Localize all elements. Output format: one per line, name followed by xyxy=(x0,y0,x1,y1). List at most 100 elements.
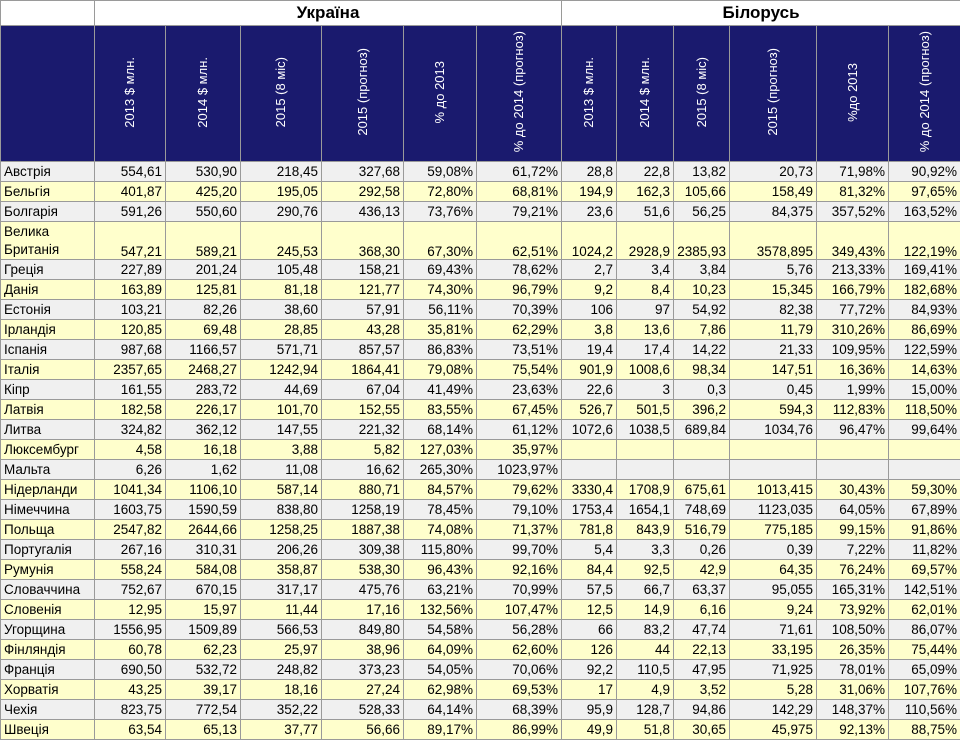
table-cell: 35,97% xyxy=(477,440,562,460)
table-cell: 0,26 xyxy=(674,540,730,560)
table-cell: 62,01% xyxy=(889,600,960,620)
column-header: % до 2014 (прогноз) xyxy=(889,26,960,162)
table-cell: 3,3 xyxy=(617,540,674,560)
table-cell: 748,69 xyxy=(674,500,730,520)
column-header: 2015 (8 міс) xyxy=(674,26,730,162)
table-cell: 880,71 xyxy=(322,480,404,500)
table-cell: 128,7 xyxy=(617,700,674,720)
country-name: Австрія xyxy=(1,162,95,182)
table-cell: 901,9 xyxy=(562,360,617,380)
table-cell: 103,21 xyxy=(95,300,166,320)
table-cell: 290,76 xyxy=(241,202,322,222)
table-cell: 78,45% xyxy=(404,500,477,520)
table-cell: 31,06% xyxy=(817,680,889,700)
table-cell: 79,62% xyxy=(477,480,562,500)
table-cell: 1023,97% xyxy=(477,460,562,480)
country-name: Фінляндія xyxy=(1,640,95,660)
country-name: Португалія xyxy=(1,540,95,560)
column-header-label: 2014 $ млн. xyxy=(195,57,211,128)
table-cell: 594,3 xyxy=(730,400,817,420)
table-cell: 79,10% xyxy=(477,500,562,520)
column-header: 2015 (8 міс) xyxy=(241,26,322,162)
table-cell: 18,16 xyxy=(241,680,322,700)
table-cell: 265,30% xyxy=(404,460,477,480)
table-cell: 61,12% xyxy=(477,420,562,440)
table-cell: 126 xyxy=(562,640,617,660)
table-cell: 162,3 xyxy=(617,182,674,202)
table-cell: 550,60 xyxy=(166,202,241,222)
table-cell: 0,3 xyxy=(674,380,730,400)
table-cell: 64,35 xyxy=(730,560,817,580)
table-cell: 67,89% xyxy=(889,500,960,520)
country-name: Литва xyxy=(1,420,95,440)
table-cell: 39,17 xyxy=(166,680,241,700)
table-cell: 16,36% xyxy=(817,360,889,380)
table-cell: 66 xyxy=(562,620,617,640)
table-cell: 218,45 xyxy=(241,162,322,182)
table-cell: 843,9 xyxy=(617,520,674,540)
table-cell: 142,29 xyxy=(730,700,817,720)
table-cell: 41,49% xyxy=(404,380,477,400)
table-cell: 1753,4 xyxy=(562,500,617,520)
table-cell: 781,8 xyxy=(562,520,617,540)
table-cell xyxy=(674,460,730,480)
table-cell: 6,26 xyxy=(95,460,166,480)
table-cell: 317,17 xyxy=(241,580,322,600)
table-cell: 182,58 xyxy=(95,400,166,420)
table-cell: 44,69 xyxy=(241,380,322,400)
table-cell: 1509,89 xyxy=(166,620,241,640)
table-cell: 163,52% xyxy=(889,202,960,222)
table-cell: 310,31 xyxy=(166,540,241,560)
table-cell: 1590,59 xyxy=(166,500,241,520)
table-cell: 1258,19 xyxy=(322,500,404,520)
table-cell: 2547,82 xyxy=(95,520,166,540)
table-cell: 3,84 xyxy=(674,260,730,280)
country-name: Нідерланди xyxy=(1,480,95,500)
table-cell: 309,38 xyxy=(322,540,404,560)
country-name: Латвія xyxy=(1,400,95,420)
table-cell: 54,05% xyxy=(404,660,477,680)
table-cell: 21,33 xyxy=(730,340,817,360)
table-cell: 516,79 xyxy=(674,520,730,540)
table-cell: 62,51% xyxy=(477,222,562,260)
table-cell: 28,85 xyxy=(241,320,322,340)
table-cell: 96,43% xyxy=(404,560,477,580)
table-cell: 1013,415 xyxy=(730,480,817,500)
table-cell xyxy=(889,460,960,480)
table-cell: 3,8 xyxy=(562,320,617,340)
table-cell: 92,16% xyxy=(477,560,562,580)
table-cell: 54,92 xyxy=(674,300,730,320)
table-cell: 75,54% xyxy=(477,360,562,380)
table-cell: 267,16 xyxy=(95,540,166,560)
table-cell: 56,25 xyxy=(674,202,730,222)
table-cell: 70,06% xyxy=(477,660,562,680)
table-cell: 324,82 xyxy=(95,420,166,440)
table-cell: 70,39% xyxy=(477,300,562,320)
table-cell: 83,55% xyxy=(404,400,477,420)
table-cell: 86,69% xyxy=(889,320,960,340)
table-cell: 436,13 xyxy=(322,202,404,222)
table-cell: 2357,65 xyxy=(95,360,166,380)
column-header-label: 2015 (8 міс) xyxy=(694,57,710,127)
table-cell: 327,68 xyxy=(322,162,404,182)
table-cell: 1,62 xyxy=(166,460,241,480)
country-name: Італія xyxy=(1,360,95,380)
country-name: Данія xyxy=(1,280,95,300)
table-cell: 78,62% xyxy=(477,260,562,280)
table-cell: 66,7 xyxy=(617,580,674,600)
table-cell: 56,28% xyxy=(477,620,562,640)
table-cell: 571,71 xyxy=(241,340,322,360)
table-cell: 84,4 xyxy=(562,560,617,580)
table-cell: 3,88 xyxy=(241,440,322,460)
table-cell: 6,16 xyxy=(674,600,730,620)
table-cell: 0,45 xyxy=(730,380,817,400)
